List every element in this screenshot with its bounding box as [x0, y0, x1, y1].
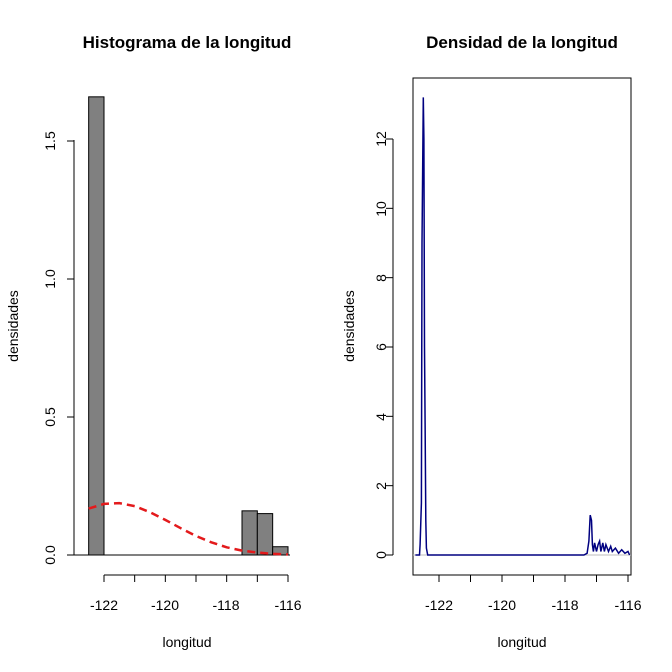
density-x-tick-label: -116 — [615, 597, 642, 613]
histogram-x-ticks — [103, 575, 289, 582]
density-y-tick-label: 12 — [373, 131, 389, 147]
density-y-tick-label: 6 — [373, 343, 389, 351]
density-y-tick-label: 0 — [373, 551, 389, 559]
density-x-tick-label: -118 — [552, 597, 579, 613]
histogram-y-tick-label: 0.0 — [42, 545, 58, 565]
histogram-y-ticks — [67, 140, 74, 556]
density-title: Densidad de la longitud — [426, 33, 618, 52]
histogram-bars — [88, 96, 289, 556]
density-y-label: densidades — [341, 290, 357, 362]
density-x-tick-label: -122 — [425, 597, 453, 613]
density-y-tick-label: 4 — [373, 413, 389, 421]
histogram-x-tick-label: -122 — [90, 597, 118, 613]
histogram-density-curve — [88, 501, 289, 556]
histogram-title: Histograma de la longitud — [83, 33, 292, 52]
histogram-x-tick-label: -120 — [151, 597, 179, 613]
histogram-y-tick-label: 0.5 — [42, 407, 58, 427]
histogram-x-label: longitud — [162, 634, 211, 650]
density-x-ticks — [438, 575, 629, 582]
histogram-y-label: densidades — [5, 290, 21, 362]
histogram-bar — [256, 513, 274, 556]
density-x-label: longitud — [497, 634, 546, 650]
density-y-tick-label: 2 — [373, 482, 389, 490]
density-x-tick-label: -120 — [488, 597, 516, 613]
histogram-y-tick-label: 1.5 — [42, 131, 58, 151]
histogram-y-tick-label: 1.0 — [42, 269, 58, 289]
density-plot-box — [412, 77, 632, 576]
density-y-ticks — [386, 138, 393, 556]
density-y-tick-label: 8 — [373, 274, 389, 282]
density-line — [415, 97, 631, 556]
histogram-bar — [241, 510, 258, 556]
histogram-panel: Histograma de la longitud 0.0 0.5 1.0 1.… — [5, 33, 302, 650]
histogram-x-tick-label: -116 — [275, 597, 302, 613]
histogram-x-tick-label: -118 — [213, 597, 240, 613]
density-panel: Densidad de la longitud 0 2 4 6 8 10 12 … — [341, 33, 642, 650]
density-y-tick-label: 10 — [373, 201, 389, 217]
histogram-bar — [88, 96, 105, 556]
